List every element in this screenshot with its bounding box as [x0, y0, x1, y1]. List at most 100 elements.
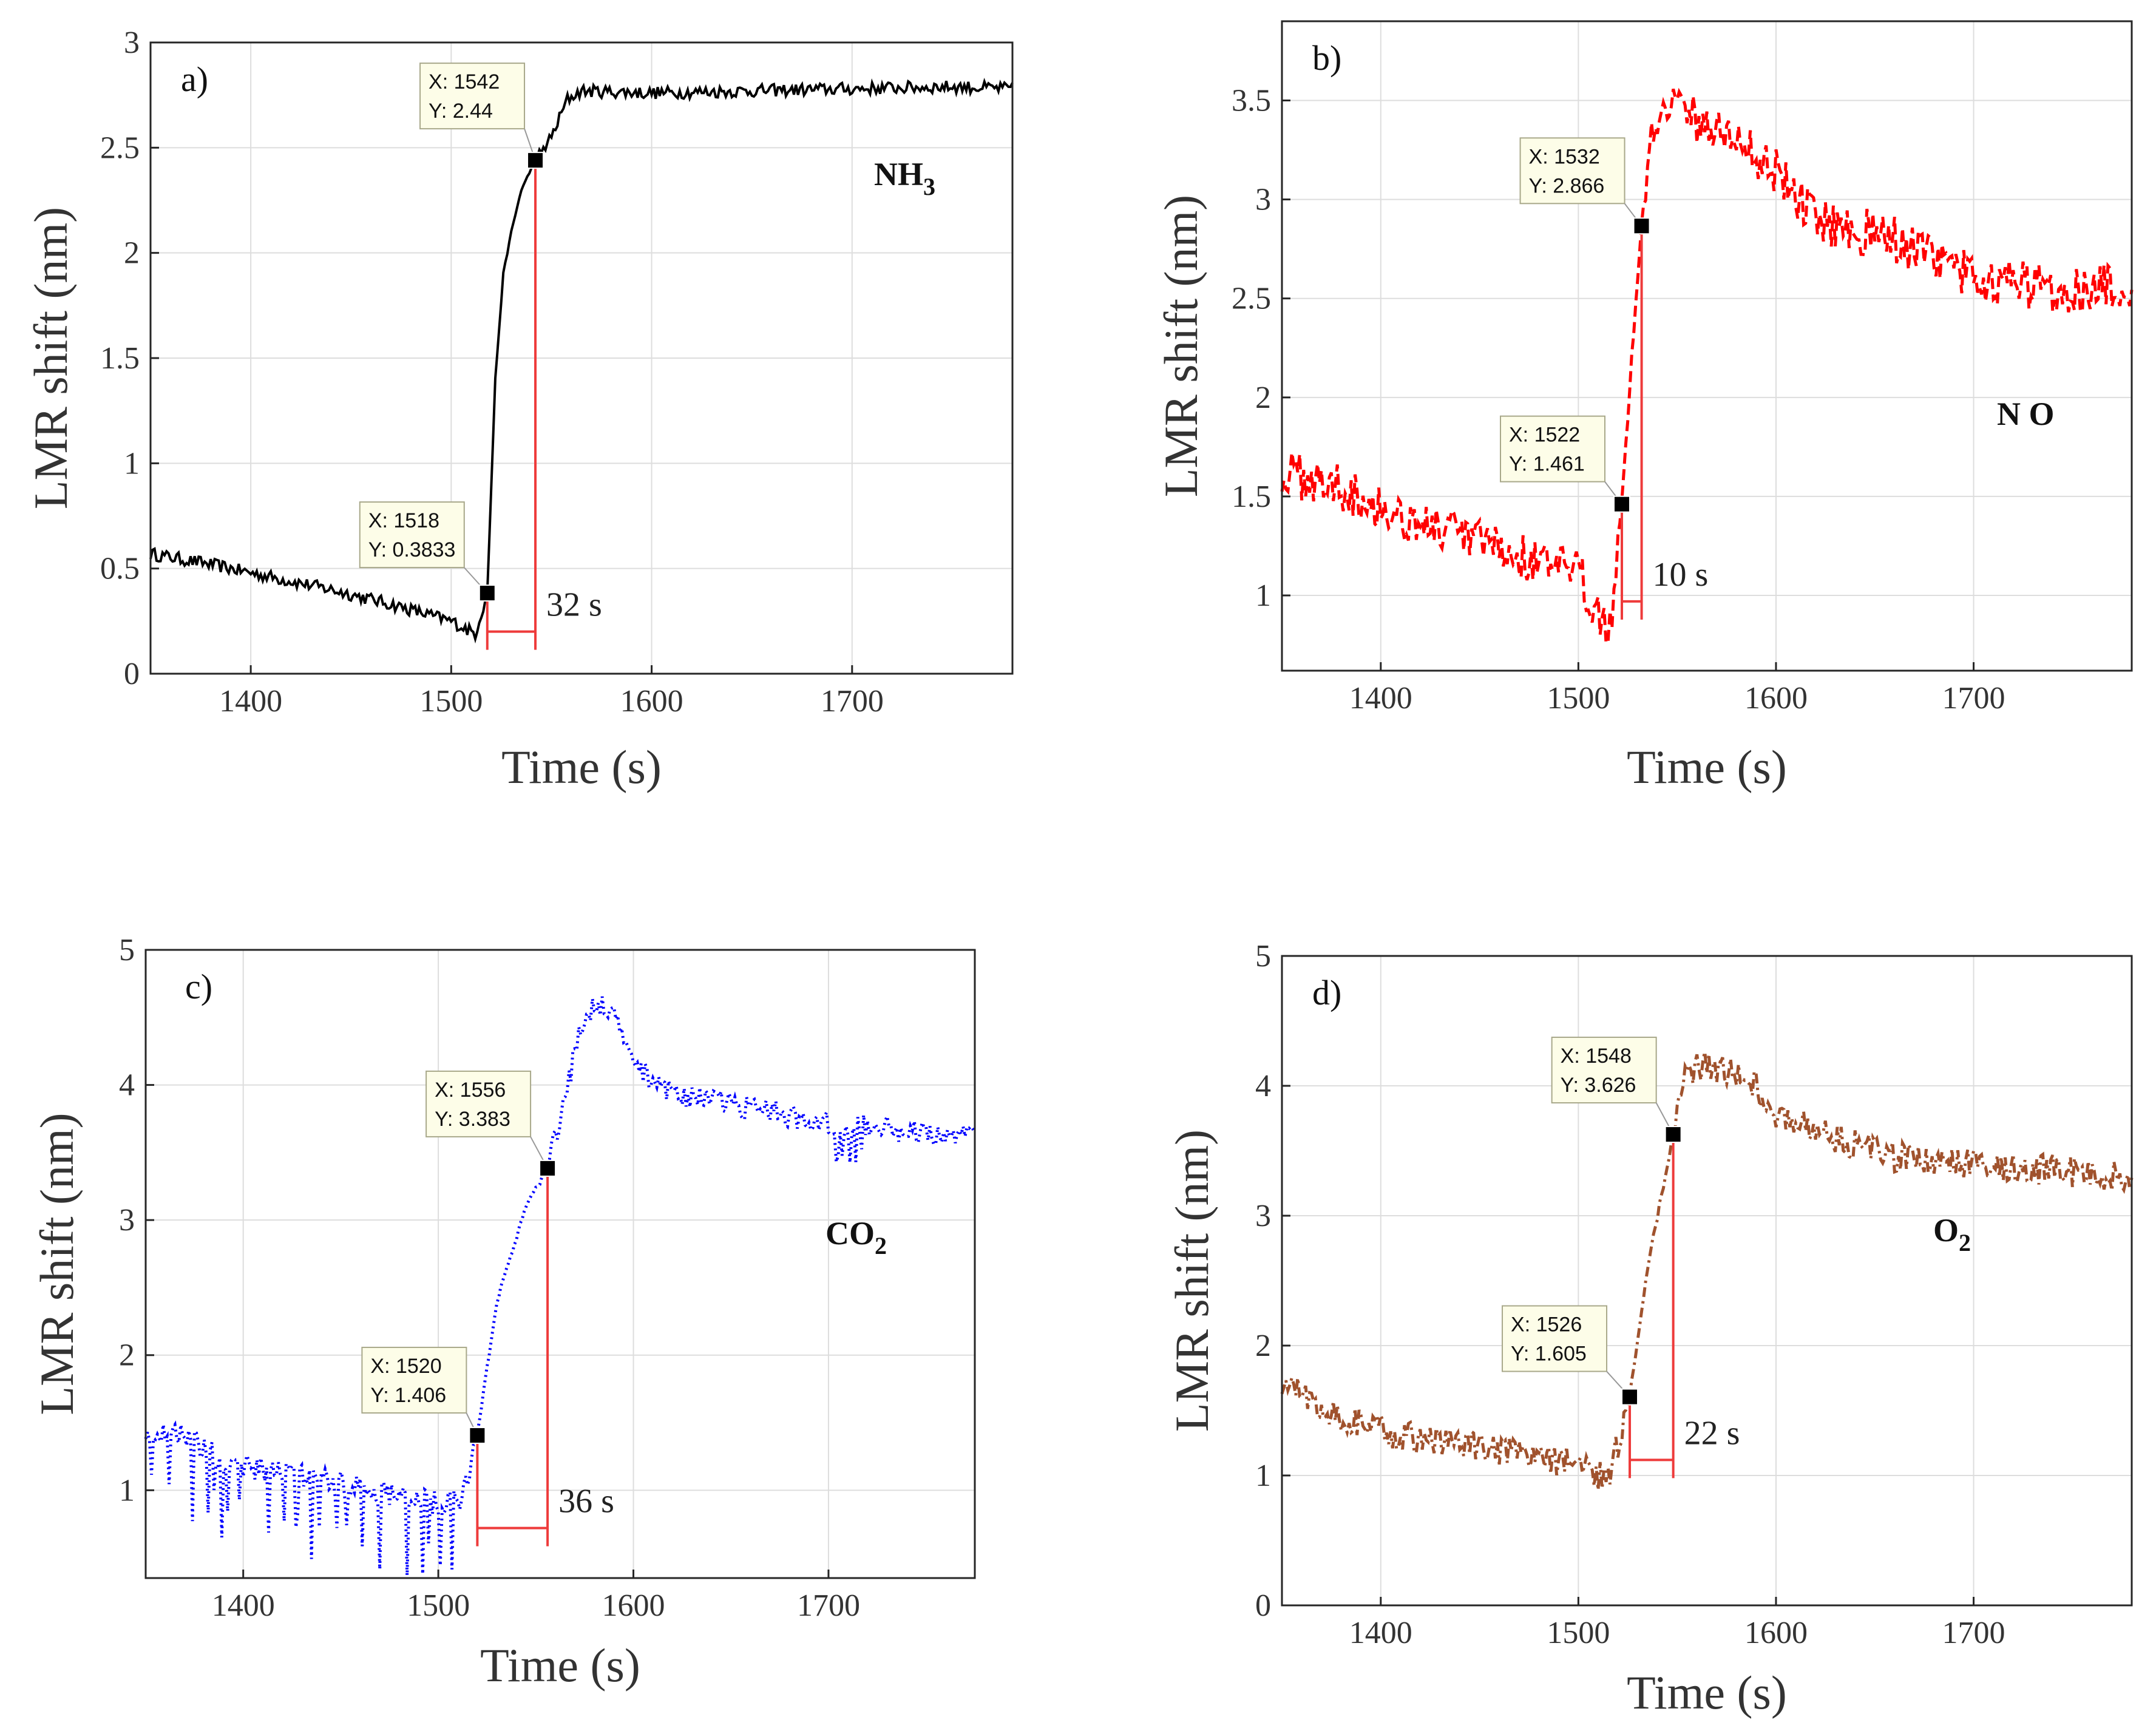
response-bracket-c: [476, 1168, 549, 1546]
response-bracket-d: [1629, 1134, 1675, 1479]
gas-label-o2: O2: [1933, 1212, 1971, 1256]
plot-area-c: [146, 950, 975, 1578]
response-time-label-b: 10 s: [1653, 556, 1709, 594]
x-ticks-c: 1400 1500 1600 1700: [212, 1588, 860, 1623]
datatip-box: [1502, 1305, 1608, 1372]
gas-label-nh3: NH3: [874, 156, 935, 200]
y-tick-label: 1.5: [100, 341, 140, 376]
panel-label-b: b): [1312, 38, 1341, 78]
axes-frame-d: [1281, 955, 2133, 1607]
series-a: [149, 78, 1014, 644]
y-tick-label: 3: [1255, 1199, 1271, 1233]
datatip-marker: [478, 584, 496, 602]
x-tick-label: 1400: [219, 684, 282, 719]
y-tick-label: 1: [1255, 1458, 1271, 1493]
x-tick-label: 1600: [602, 1588, 665, 1623]
n2o-series-line: [1280, 87, 2134, 646]
datatip-marker: [1633, 217, 1650, 235]
x-tick-label: 1400: [1349, 681, 1412, 716]
y-tick-label: 2: [124, 236, 140, 271]
y-axis-title-c: LMR shift (nm): [30, 1113, 83, 1415]
x-tick-label: 1700: [797, 1588, 860, 1623]
y-ticks-c: 1 2 3 4 5: [119, 933, 135, 1508]
y-axis-title-a: LMR shift (nm): [24, 207, 77, 509]
gas-label-n2o: N O: [1997, 396, 2055, 432]
x-tick-label: 1700: [1942, 1616, 2005, 1650]
datatip-marker: [539, 1159, 557, 1177]
y-tick-label: 2: [119, 1338, 135, 1373]
y-tick-label: 1: [124, 446, 140, 481]
datatip-y-text: Y: 1.406: [370, 1384, 446, 1407]
datatip-box: [1551, 1037, 1657, 1104]
datatip-x-text: X: 1532: [1529, 145, 1600, 168]
y-tick-label: 2: [1255, 1329, 1271, 1363]
gas-name-co2: CO: [825, 1215, 875, 1252]
gas-name-o2: O: [1933, 1212, 1959, 1248]
gas-name-n2o: N O: [1997, 396, 2055, 432]
datatips-d: X: 1526 Y: 1.605 X: 1548 Y: 3.626: [1502, 1037, 1682, 1406]
series-c: [144, 996, 977, 1576]
y-tick-label: 1: [119, 1473, 135, 1508]
gas-subscript-nh3: 3: [923, 173, 935, 200]
y-ticks-d: 0 1 2 3 4 5: [1255, 939, 1271, 1623]
gas-subscript-co2: 2: [875, 1232, 887, 1259]
datatip-y-text: Y: 3.626: [1561, 1074, 1636, 1097]
panel-label-d: d): [1312, 973, 1341, 1012]
x-axis-title-c: Time (s): [480, 1639, 640, 1692]
datatip-y-text: Y: 2.866: [1529, 174, 1605, 197]
datatip-box: [425, 1070, 532, 1137]
x-tick-label: 1400: [1349, 1616, 1412, 1650]
gas-label-co2: CO2: [825, 1215, 887, 1259]
y-tick-label: 0: [1255, 1588, 1271, 1623]
y-ticks-a: 0 0.5 1 1.5 2 2.5 3: [100, 25, 140, 691]
y-tick-label: 1.5: [1232, 479, 1271, 514]
datatip-x-text: X: 1542: [429, 70, 500, 93]
y-tick-label: 2.5: [100, 130, 140, 165]
x-ticks-d: 1400 1500 1600 1700: [1349, 1616, 2005, 1650]
response-time-label-d: 22 s: [1684, 1414, 1740, 1452]
datatip-box: [361, 1346, 467, 1414]
datatip-y-text: Y: 0.3833: [368, 538, 456, 561]
datatip-marker: [527, 152, 544, 169]
gas-name-nh3: NH: [874, 156, 923, 192]
panel-label-a: a): [181, 59, 208, 99]
datatip-y-text: Y: 1.461: [1509, 453, 1585, 476]
x-ticks-a: 1400 1500 1600 1700: [219, 684, 884, 719]
series-b: [1280, 87, 2134, 646]
response-time-label-c: 36 s: [558, 1483, 614, 1520]
x-axis-title-a: Time (s): [501, 740, 662, 793]
axes-frame-a: [149, 41, 1014, 675]
y-tick-label: 5: [119, 933, 135, 967]
y-tick-label: 2: [1255, 381, 1271, 415]
datatip-x-text: X: 1522: [1509, 424, 1580, 447]
x-ticks-b: 1400 1500 1600 1700: [1349, 681, 2005, 716]
nh3-series-line: [149, 78, 1014, 644]
x-tick-label: 1600: [620, 684, 683, 719]
y-tick-label: 4: [119, 1068, 135, 1103]
panel-label-c: c): [185, 967, 212, 1006]
datatip-box: [359, 501, 465, 569]
y-tick-label: 1: [1255, 578, 1271, 613]
datatip-y-text: Y: 3.383: [435, 1108, 510, 1131]
y-axis-title-d: LMR shift (nm): [1165, 1130, 1218, 1432]
datatips-b: X: 1522 Y: 1.461 X: 1532 Y: 2.866: [1500, 137, 1650, 513]
datatip-y-text: Y: 1.605: [1511, 1343, 1587, 1366]
y-tick-label: 3: [124, 25, 140, 60]
y-axis-title-b: LMR shift (nm): [1154, 195, 1207, 497]
x-tick-label: 1500: [419, 684, 483, 719]
response-bracket-b: [1621, 226, 1643, 620]
x-tick-label: 1700: [1942, 681, 2005, 716]
plot-area-d: [1282, 956, 2132, 1605]
datatip-marker: [1613, 495, 1630, 513]
datatip-marker: [469, 1426, 486, 1444]
y-tick-label: 0.5: [100, 552, 140, 586]
datatip-box: [1519, 137, 1625, 205]
x-tick-label: 1600: [1744, 1616, 1808, 1650]
x-axis-title-b: Time (s): [1627, 740, 1787, 793]
gas-subscript-o2: 2: [1959, 1229, 1971, 1256]
x-tick-label: 1500: [407, 1588, 470, 1623]
